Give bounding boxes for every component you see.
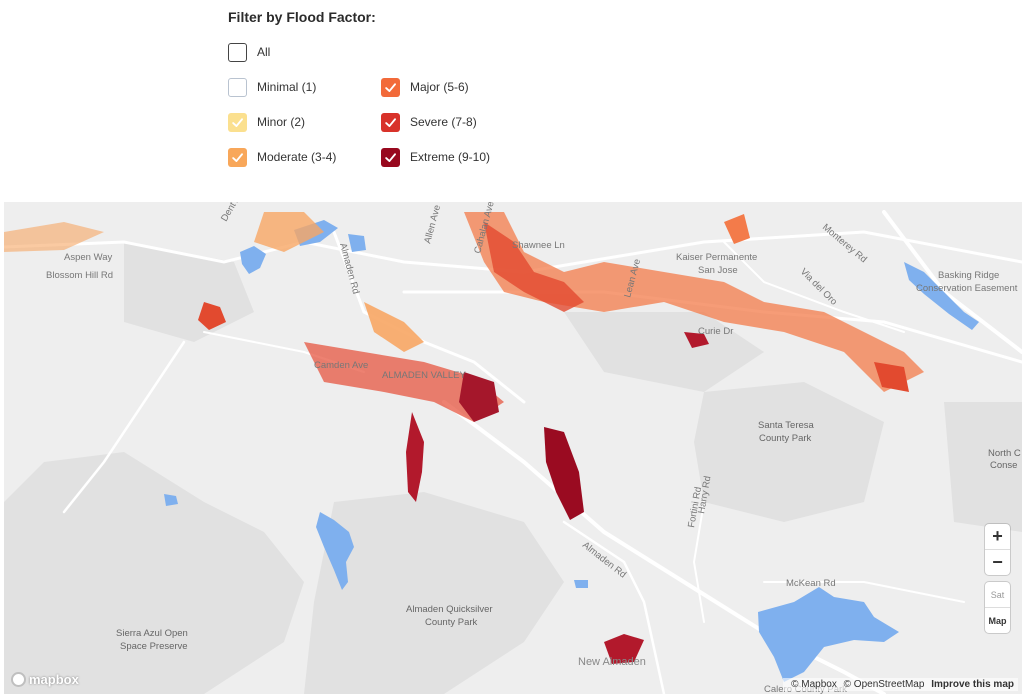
mapbox-logo-text: mapbox bbox=[29, 672, 79, 687]
filter-option-minor[interactable]: Minor (2) bbox=[228, 111, 305, 133]
label-quicksilver-2: County Park bbox=[425, 617, 478, 628]
check-icon bbox=[385, 117, 396, 127]
map-style-toggle: Sat Map bbox=[985, 582, 1010, 633]
label-shawnee-ln: Shawnee Ln bbox=[512, 240, 565, 251]
filter-label-moderate: Moderate (3-4) bbox=[257, 150, 337, 164]
label-blossom-hill: Blossom Hill Rd bbox=[46, 270, 113, 281]
zoom-control: + − bbox=[985, 524, 1010, 575]
label-allen-ave: Allen Ave bbox=[422, 204, 443, 245]
label-santa-teresa-1: Santa Teresa bbox=[758, 420, 815, 431]
label-north-coyote-2: Conse bbox=[990, 460, 1017, 471]
label-quicksilver-1: Almaden Quicksilver bbox=[406, 604, 493, 615]
checkbox-minimal[interactable] bbox=[228, 77, 247, 97]
zoom-in-button[interactable]: + bbox=[992, 526, 1003, 546]
filter-option-severe[interactable]: Severe (7-8) bbox=[381, 111, 477, 133]
map-style-button[interactable]: Map bbox=[985, 607, 1010, 633]
filter-label-all: All bbox=[257, 45, 271, 59]
label-monterey-rd: Monterey Rd bbox=[820, 222, 869, 265]
flood-map[interactable]: Blossom Hill Rd Aspen Way Dent Ave Almad… bbox=[4, 202, 1022, 694]
filter-label-minor: Minor (2) bbox=[257, 115, 306, 129]
label-kaiser: Kaiser Permanente bbox=[676, 252, 757, 263]
label-north-coyote-1: North C bbox=[988, 448, 1021, 459]
park-areas bbox=[4, 242, 1022, 694]
label-dent-ave: Dent Ave bbox=[219, 202, 248, 224]
filter-option-major[interactable]: Major (5-6) bbox=[381, 76, 469, 98]
filter-option-moderate[interactable]: Moderate (3-4) bbox=[228, 146, 336, 168]
label-aspen-way: Aspen Way bbox=[64, 252, 112, 263]
flood-risk-clusters bbox=[4, 212, 924, 664]
mapbox-logo[interactable]: mapbox bbox=[11, 672, 79, 687]
label-san-jose: San Jose bbox=[698, 265, 738, 276]
checkbox-extreme[interactable] bbox=[381, 147, 400, 167]
filter-option-extreme[interactable]: Extreme (9-10) bbox=[381, 146, 490, 168]
checkbox-all[interactable] bbox=[228, 42, 247, 62]
checkbox-moderate[interactable] bbox=[228, 147, 247, 167]
label-santa-teresa-2: County Park bbox=[759, 433, 812, 444]
label-new-almaden: New Almaden bbox=[578, 656, 646, 668]
label-sierra-azul-2: Space Preserve bbox=[120, 641, 188, 652]
improve-map-link[interactable]: Improve this map bbox=[931, 679, 1014, 690]
filter-label-minimal: Minimal (1) bbox=[257, 80, 317, 94]
checkbox-major[interactable] bbox=[381, 77, 400, 97]
water-bodies bbox=[164, 220, 979, 682]
label-curie-dr: Curie Dr bbox=[698, 326, 733, 337]
label-camden-ave: Camden Ave bbox=[314, 360, 368, 371]
map-attribution: © Mapbox © OpenStreetMap Improve this ma… bbox=[783, 678, 1018, 691]
filter-label-extreme: Extreme (9-10) bbox=[410, 150, 491, 164]
label-basking-ridge-2: Conservation Easement bbox=[916, 283, 1018, 294]
check-icon bbox=[232, 117, 243, 127]
label-almaden-valley: ALMADEN VALLEY bbox=[382, 370, 466, 381]
label-mckean-rd: McKean Rd bbox=[786, 578, 836, 589]
satellite-button[interactable]: Sat bbox=[990, 589, 1005, 600]
attribution-osm-link[interactable]: © OpenStreetMap bbox=[843, 679, 925, 690]
label-basking-ridge-1: Basking Ridge bbox=[938, 270, 999, 281]
check-icon bbox=[385, 152, 396, 162]
filter-label-severe: Severe (7-8) bbox=[410, 115, 477, 129]
check-icon bbox=[385, 82, 396, 92]
filter-title: Filter by Flood Factor: bbox=[228, 9, 376, 25]
filter-option-minimal[interactable]: Minimal (1) bbox=[228, 76, 316, 98]
checkbox-severe[interactable] bbox=[381, 112, 400, 132]
filter-option-all[interactable]: All bbox=[228, 41, 270, 63]
mapbox-icon bbox=[11, 672, 26, 687]
zoom-out-button[interactable]: − bbox=[985, 549, 1010, 575]
filter-label-major: Major (5-6) bbox=[410, 80, 469, 94]
check-icon bbox=[232, 152, 243, 162]
map-canvas[interactable]: Blossom Hill Rd Aspen Way Dent Ave Almad… bbox=[4, 202, 1022, 694]
checkbox-minor[interactable] bbox=[228, 112, 247, 132]
label-sierra-azul-1: Sierra Azul Open bbox=[116, 628, 188, 639]
attribution-mapbox-link[interactable]: © Mapbox bbox=[791, 679, 837, 690]
